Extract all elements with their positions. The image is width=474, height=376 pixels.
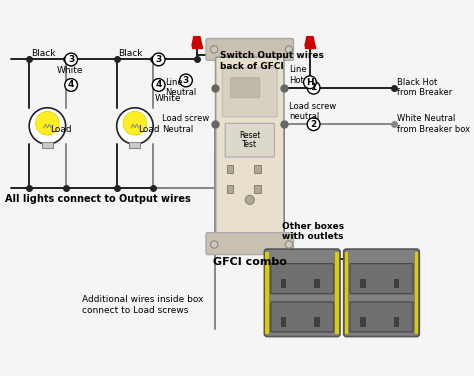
FancyBboxPatch shape bbox=[265, 252, 269, 334]
FancyBboxPatch shape bbox=[350, 302, 413, 332]
Text: Load screw
neutral: Load screw neutral bbox=[289, 102, 336, 121]
Circle shape bbox=[210, 241, 218, 248]
FancyBboxPatch shape bbox=[344, 249, 419, 337]
FancyBboxPatch shape bbox=[415, 252, 419, 334]
FancyBboxPatch shape bbox=[222, 68, 277, 117]
Text: Black: Black bbox=[118, 50, 143, 59]
Polygon shape bbox=[192, 37, 202, 46]
Text: Other boxes
with outlets: Other boxes with outlets bbox=[282, 222, 344, 241]
Text: 2: 2 bbox=[310, 120, 317, 129]
Circle shape bbox=[36, 111, 59, 135]
Text: Line
Hot: Line Hot bbox=[289, 65, 307, 85]
Text: 1: 1 bbox=[310, 83, 317, 92]
Text: 4: 4 bbox=[68, 80, 74, 89]
Text: Switch Output wires
back of GFCI: Switch Output wires back of GFCI bbox=[219, 51, 324, 71]
Circle shape bbox=[210, 46, 218, 53]
FancyBboxPatch shape bbox=[264, 249, 340, 337]
Text: Load: Load bbox=[137, 125, 159, 134]
Circle shape bbox=[307, 118, 320, 130]
Text: White Neutral
from Breaker box: White Neutral from Breaker box bbox=[397, 114, 470, 134]
FancyBboxPatch shape bbox=[206, 233, 293, 255]
FancyBboxPatch shape bbox=[227, 185, 233, 193]
Polygon shape bbox=[305, 37, 315, 46]
FancyBboxPatch shape bbox=[129, 143, 140, 148]
Circle shape bbox=[285, 241, 292, 248]
Text: 3: 3 bbox=[155, 55, 162, 64]
Text: Reset: Reset bbox=[239, 130, 260, 139]
FancyBboxPatch shape bbox=[345, 252, 348, 334]
FancyBboxPatch shape bbox=[350, 264, 413, 294]
Text: 3: 3 bbox=[183, 76, 189, 85]
Circle shape bbox=[152, 79, 165, 91]
FancyBboxPatch shape bbox=[305, 46, 315, 49]
Text: White: White bbox=[155, 94, 182, 103]
FancyBboxPatch shape bbox=[231, 78, 260, 98]
FancyBboxPatch shape bbox=[255, 165, 261, 173]
FancyBboxPatch shape bbox=[192, 46, 202, 49]
FancyBboxPatch shape bbox=[360, 317, 365, 326]
FancyBboxPatch shape bbox=[42, 143, 53, 148]
FancyBboxPatch shape bbox=[225, 123, 274, 157]
Circle shape bbox=[152, 53, 165, 66]
Circle shape bbox=[180, 74, 192, 87]
Text: H: H bbox=[306, 78, 314, 87]
Text: Test: Test bbox=[242, 140, 257, 149]
Text: Line
Neutral: Line Neutral bbox=[165, 78, 196, 97]
FancyBboxPatch shape bbox=[271, 264, 334, 294]
Circle shape bbox=[285, 46, 292, 53]
Text: 3: 3 bbox=[68, 55, 74, 64]
FancyBboxPatch shape bbox=[255, 185, 261, 193]
Circle shape bbox=[123, 111, 147, 135]
Text: GFCI combo: GFCI combo bbox=[213, 257, 287, 267]
Text: 4: 4 bbox=[155, 80, 162, 89]
Circle shape bbox=[303, 76, 316, 89]
Circle shape bbox=[245, 195, 255, 205]
FancyBboxPatch shape bbox=[206, 38, 293, 61]
Text: Black Hot
from Breaker: Black Hot from Breaker bbox=[397, 78, 452, 97]
Text: Black: Black bbox=[31, 50, 55, 59]
Text: Load: Load bbox=[50, 125, 72, 134]
Text: White: White bbox=[56, 66, 83, 75]
Text: Additional wires inside box: Additional wires inside box bbox=[82, 295, 203, 304]
Text: All lights connect to Output wires: All lights connect to Output wires bbox=[5, 194, 190, 204]
FancyBboxPatch shape bbox=[281, 317, 285, 326]
Text: Load screw
Neutral: Load screw Neutral bbox=[162, 114, 210, 134]
FancyBboxPatch shape bbox=[227, 165, 233, 173]
Circle shape bbox=[65, 53, 77, 66]
FancyBboxPatch shape bbox=[360, 279, 365, 287]
FancyBboxPatch shape bbox=[336, 252, 339, 334]
FancyBboxPatch shape bbox=[314, 279, 319, 287]
FancyBboxPatch shape bbox=[271, 302, 334, 332]
FancyBboxPatch shape bbox=[281, 279, 285, 287]
FancyBboxPatch shape bbox=[394, 279, 398, 287]
FancyBboxPatch shape bbox=[314, 317, 319, 326]
Circle shape bbox=[117, 108, 153, 144]
Circle shape bbox=[307, 81, 320, 94]
FancyBboxPatch shape bbox=[216, 57, 284, 238]
Circle shape bbox=[65, 79, 77, 91]
FancyBboxPatch shape bbox=[394, 317, 398, 326]
Text: connect to Load screws: connect to Load screws bbox=[82, 306, 189, 315]
Circle shape bbox=[29, 108, 65, 144]
